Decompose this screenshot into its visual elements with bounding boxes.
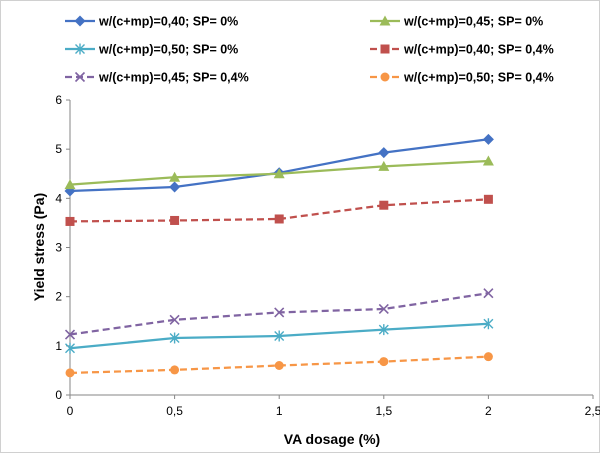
data-point: [169, 181, 181, 193]
legend-label: w/(c+mp)=0,50; SP= 0,4%: [403, 71, 554, 85]
data-point: [378, 303, 389, 315]
legend-label: w/(c+mp)=0,40; SP= 0,4%: [403, 43, 554, 57]
legend-label: w/(c+mp)=0,45; SP= 0%: [403, 15, 543, 29]
x-tick-label: 0: [67, 404, 74, 418]
data-point: [64, 329, 76, 340]
legend-label: w/(c+mp)=0,45; SP= 0,4%: [98, 71, 249, 85]
legend: w/(c+mp)=0,40; SP= 0% w/(c+mp)=0,45; SP= …: [65, 15, 554, 85]
y-tick-label: 0: [55, 388, 62, 402]
series-group: [65, 318, 494, 354]
legend-marker: [75, 43, 85, 55]
y-tick-label: 6: [55, 93, 62, 107]
data-point: [378, 160, 390, 171]
legend-entry: w/(c+mp)=0,40; SP= 0%: [65, 15, 238, 29]
data-point: [170, 215, 180, 225]
y-tick-label: 4: [55, 191, 62, 205]
x-axis-title: VA dosage (%): [284, 431, 380, 447]
data-point: [169, 332, 180, 344]
data-point: [483, 288, 494, 299]
data-point: [64, 179, 76, 190]
y-tick-label: 5: [55, 142, 62, 156]
legend-label: w/(c+mp)=0,50; SP= 0%: [98, 43, 238, 57]
data-point: [169, 314, 180, 325]
legend-marker: [380, 44, 390, 54]
data-point: [274, 214, 284, 224]
legend-marker: [379, 15, 391, 26]
data-point: [65, 342, 75, 354]
data-point: [274, 361, 284, 370]
data-point: [483, 352, 493, 362]
y-tick-label: 1: [55, 339, 62, 353]
x-tick-label: 1: [276, 404, 283, 418]
data-point: [274, 307, 285, 318]
y-axis-title: Yield stress (Pa): [31, 193, 47, 301]
data-point: [170, 365, 180, 375]
x-tick-label: 2,5: [585, 404, 600, 418]
legend-entry: w/(c+mp)=0,45; SP= 0,4%: [65, 71, 249, 85]
data-point: [483, 318, 494, 330]
y-tick-label: 3: [55, 241, 62, 255]
legend-marker: [380, 72, 390, 82]
legend-entry: w/(c+mp)=0,50; SP= 0,4%: [370, 71, 554, 85]
series-group: [64, 155, 494, 190]
data-point: [379, 200, 389, 210]
x-tick-label: 1,5: [375, 404, 392, 418]
legend-entry: w/(c+mp)=0,45; SP= 0%: [370, 15, 543, 29]
data-point: [65, 216, 75, 226]
series-group: [64, 288, 494, 340]
legend-entry: w/(c+mp)=0,40; SP= 0,4%: [370, 43, 554, 57]
data-point: [274, 330, 285, 342]
data-point: [273, 168, 285, 179]
series-group: [65, 352, 493, 378]
x-tick-label: 0,5: [166, 404, 183, 418]
legend-marker: [74, 71, 86, 83]
data-point: [169, 171, 181, 182]
data-point: [482, 155, 494, 166]
plot-area: [64, 133, 494, 378]
data-point: [378, 147, 390, 159]
series-group: [65, 194, 493, 226]
data-point: [65, 368, 75, 378]
data-point: [378, 324, 389, 336]
legend-label: w/(c+mp)=0,40; SP= 0%: [98, 15, 238, 29]
legend-entry: w/(c+mp)=0,50; SP= 0%: [65, 43, 238, 57]
data-point: [483, 194, 493, 204]
data-point: [482, 133, 494, 145]
legend-marker: [74, 15, 86, 27]
x-tick-label: 2: [485, 404, 492, 418]
y-tick-label: 2: [55, 290, 62, 304]
data-point: [379, 357, 389, 367]
axes: 0 1 2 3 4 5 6 0 0,5 1 1,5 2 2,5: [55, 93, 600, 418]
